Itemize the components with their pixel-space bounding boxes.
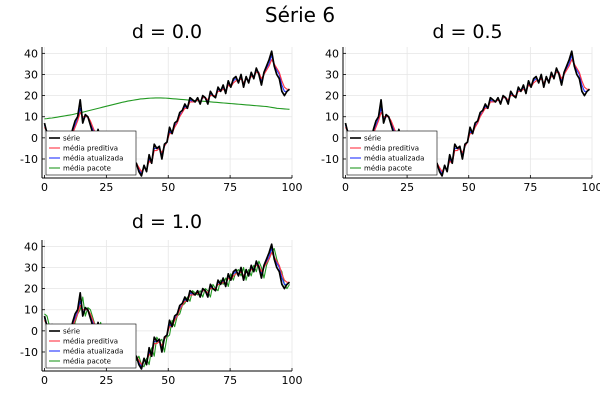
y-tick-label: 0 [31, 325, 38, 338]
legend-label-serie: série [364, 135, 381, 143]
x-tick-label: 50 [161, 181, 175, 194]
y-tick-label: 30 [24, 261, 38, 274]
legend-label-preditiva: média preditiva [63, 145, 118, 153]
subplot-0: d = 0.0 0 25 50 75 100 -10 0 10 20 30 40 série média … [20, 21, 302, 194]
y-tick-label: -10 [20, 153, 38, 166]
y-tick-label: 20 [325, 90, 339, 103]
y-tick-label: 40 [325, 47, 339, 60]
y-tick-label: 30 [24, 68, 38, 81]
y-tick-label: 0 [332, 132, 339, 145]
subplot-title: d = 0.0 [132, 21, 202, 43]
legend-label-pacote: média pacote [364, 165, 412, 173]
legend-label-pacote: média pacote [63, 358, 111, 366]
subplot-title: d = 1.0 [132, 211, 202, 233]
series-line-pacote [44, 97, 290, 120]
y-tick-label: 10 [24, 111, 38, 124]
legend-box [45, 130, 137, 176]
series-line-serie [43, 243, 291, 370]
series-line-serie [344, 50, 591, 177]
x-tick-label: 0 [41, 181, 48, 194]
figure-title: Série 6 [265, 3, 335, 27]
y-tick-label: 40 [24, 47, 38, 60]
x-tick-label: 0 [342, 181, 349, 194]
legend-box [45, 323, 137, 369]
y-tick-label: 0 [31, 132, 38, 145]
y-tick-label: 10 [24, 304, 38, 317]
legend-label-preditiva: média preditiva [63, 338, 118, 346]
x-tick-label: 75 [223, 181, 237, 194]
y-tick-label: 30 [325, 68, 339, 81]
x-tick-label: 50 [462, 181, 476, 194]
subplot-2: d = 1.0 0 25 50 75 100 -10 0 10 20 30 40 série média … [20, 211, 302, 387]
x-tick-label: 75 [223, 374, 237, 387]
y-tick-label: 20 [24, 90, 38, 103]
y-tick-label: 20 [24, 283, 38, 296]
x-tick-label: 75 [523, 181, 537, 194]
y-tick-label: -10 [20, 346, 38, 359]
legend-label-serie: série [63, 328, 80, 336]
y-tick-label: -10 [321, 153, 339, 166]
x-tick-label: 100 [282, 181, 303, 194]
legend-label-atualizada: média atualizada [63, 348, 123, 356]
legend-label-atualizada: média atualizada [364, 155, 424, 163]
legend-box [346, 130, 438, 176]
y-tick-label: 10 [325, 111, 339, 124]
legend-label-preditiva: média preditiva [364, 145, 419, 153]
x-tick-label: 50 [161, 374, 175, 387]
x-tick-label: 25 [99, 181, 113, 194]
legend-label-serie: série [63, 135, 80, 143]
subplot-title: d = 0.5 [432, 21, 502, 43]
legend-label-pacote: média pacote [63, 165, 111, 173]
x-tick-label: 25 [99, 374, 113, 387]
x-tick-label: 25 [400, 181, 414, 194]
series-line-serie [43, 50, 291, 177]
x-tick-label: 100 [282, 374, 303, 387]
series-line-pacote [44, 247, 290, 368]
subplot-1: d = 0.5 0 25 50 75 100 -10 0 10 20 30 40 série média … [321, 21, 600, 194]
x-tick-label: 100 [582, 181, 600, 194]
legend-label-atualizada: média atualizada [63, 155, 123, 163]
x-tick-label: 0 [41, 374, 48, 387]
y-tick-label: 40 [24, 240, 38, 253]
